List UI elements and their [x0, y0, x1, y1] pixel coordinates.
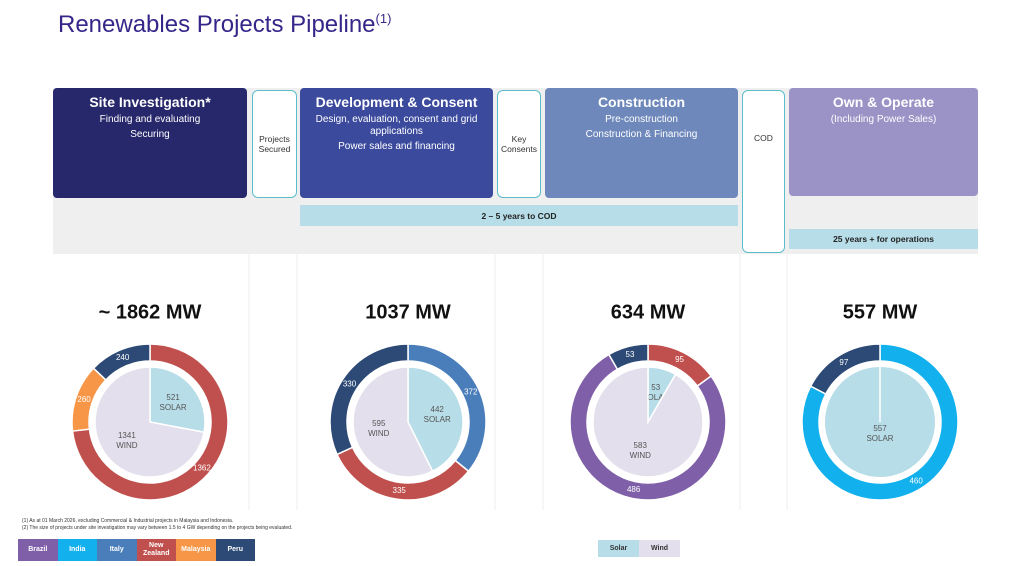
inner-segment — [592, 366, 704, 478]
outer-segment — [607, 343, 649, 371]
stage-line: Securing — [130, 129, 170, 140]
inner-name: WIND — [630, 451, 652, 460]
outer-label: 486 — [627, 485, 641, 494]
outer-label: 330 — [343, 380, 357, 389]
inner-name: WIND — [368, 429, 390, 438]
inner-value: 53 — [651, 383, 660, 392]
outer-label: 1362 — [193, 463, 211, 472]
stage-line: Power sales and financing — [338, 141, 455, 152]
outer-segment — [809, 343, 881, 396]
legend-item: Peru — [215, 539, 255, 561]
outer-segment — [329, 343, 409, 456]
stage-title: Construction — [597, 94, 686, 110]
chart-title: 557 MW — [843, 301, 918, 323]
milestone: Key Consents — [497, 90, 541, 198]
column-lines — [248, 254, 788, 510]
outer-segment — [92, 343, 151, 381]
outer-label: 335 — [393, 486, 407, 495]
timeline-bar: 2 – 5 years to COD — [300, 205, 738, 226]
stage-box: Own & Operate (Including Power Sales) — [789, 88, 978, 196]
legend-item: Italy — [97, 539, 137, 561]
stage-line: Pre-construction — [605, 114, 678, 125]
legend-item: Malaysia — [176, 539, 216, 561]
inner-value: 521 — [166, 393, 180, 402]
outer-segment — [569, 353, 727, 501]
outer-label: 53 — [626, 350, 635, 359]
inner-segment — [94, 366, 205, 478]
stage-title: Own & Operate — [832, 94, 935, 110]
chart-title: 634 MW — [611, 301, 686, 323]
outer-label: 372 — [464, 387, 478, 396]
stage-box: Site Investigation* Finding and evaluatin… — [53, 88, 247, 198]
tech-legend-item: Solar — [598, 540, 639, 557]
inner-name: SOLAR — [642, 393, 669, 402]
stage-box: Development & Consent Design, evaluation,… — [300, 88, 493, 198]
inner-name: SOLAR — [866, 434, 893, 443]
outer-label: 240 — [116, 353, 130, 362]
stage-line: Design, evaluation, consent and grid app… — [315, 114, 478, 137]
outer-label: 460 — [909, 476, 923, 485]
outer-label: 97 — [839, 358, 848, 367]
inner-value: 1341 — [118, 431, 136, 440]
outer-segment — [801, 343, 959, 501]
title-superscript: (1) — [376, 11, 392, 26]
timeline-bar: 25 years + for operations — [789, 229, 978, 249]
inner-value: 595 — [372, 419, 386, 428]
footnote: (2) The size of projects under site inve… — [22, 525, 293, 531]
stage-line: Finding and evaluating — [99, 114, 201, 125]
tech-legend-item: Wind — [639, 540, 680, 557]
title-text: Renewables Projects Pipeline — [58, 11, 376, 38]
legend-item: New Zealand — [136, 539, 176, 561]
page-title: Renewables Projects Pipeline(1) — [58, 11, 391, 38]
inner-segment — [352, 366, 434, 478]
inner-value: 557 — [873, 424, 887, 433]
legend-item: Brazil — [18, 539, 58, 561]
legend-item: India — [57, 539, 97, 561]
stage-box: Construction Pre-construction Construction… — [545, 88, 738, 198]
inner-value: 583 — [634, 441, 648, 450]
stage-title: Site Investigation* — [89, 94, 211, 110]
outer-segment — [71, 343, 229, 501]
stage-line: Construction & Financing — [585, 129, 698, 140]
footnote: (1) As at 01 March 2026, excluding Comme… — [22, 518, 234, 524]
milestone: Projects Secured — [252, 90, 297, 198]
milestone: COD — [742, 90, 785, 253]
inner-name: SOLAR — [160, 403, 187, 412]
chart-title: ~ 1862 MW — [99, 301, 202, 323]
inner-value: 442 — [431, 405, 445, 414]
inner-name: SOLAR — [424, 415, 451, 424]
inner-segment — [407, 366, 464, 473]
outer-label: 260 — [77, 395, 91, 404]
outer-label: 95 — [675, 355, 684, 364]
stage-title: Development & Consent — [315, 94, 478, 110]
inner-segment — [149, 366, 206, 434]
inner-name: WIND — [116, 441, 138, 450]
chart-title: 1037 MW — [365, 301, 451, 323]
stage-line: (Including Power Sales) — [830, 114, 937, 125]
